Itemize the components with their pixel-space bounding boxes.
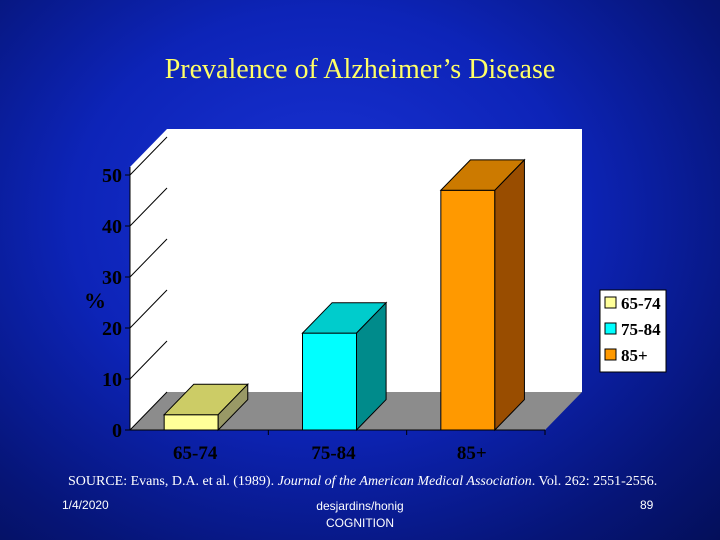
x-axis: 65-74 75-84 85+ xyxy=(130,429,546,464)
bar-side xyxy=(356,301,387,432)
y-gridline-diag xyxy=(129,391,168,431)
side-wall xyxy=(130,129,167,430)
source-journal: Journal of the American Medical Associat… xyxy=(277,474,532,489)
x-tick-label: 75-84 xyxy=(311,443,356,464)
y-gridline-diag xyxy=(129,340,168,380)
legend-label: 65-74 xyxy=(621,294,661,313)
bar-side xyxy=(217,383,249,432)
y-gridline-diag xyxy=(129,289,168,329)
bar-75-84 xyxy=(301,301,388,432)
y-axis-label: % xyxy=(84,288,106,313)
x-tick-label: 85+ xyxy=(457,443,487,464)
x-tick-label: 65-74 xyxy=(173,443,218,464)
source-citation: SOURCE: Evans, D.A. et al. (1989). Journ… xyxy=(68,474,688,490)
legend-label: 75-84 xyxy=(621,320,661,339)
chart-legend: 65-74 75-84 85+ xyxy=(599,289,667,373)
bar-85+ xyxy=(439,158,526,432)
bar-front xyxy=(302,332,357,431)
legend-label: 85+ xyxy=(621,346,648,365)
bar-front xyxy=(440,189,496,431)
y-tick-label: 0 xyxy=(112,420,122,442)
source-prefix: SOURCE: Evans, D.A. et al. (1989). xyxy=(68,474,278,489)
y-tick-label: 30 xyxy=(102,267,122,289)
footer-center: desjardins/honig COGNITION xyxy=(300,498,420,532)
y-tick-label: 50 xyxy=(102,165,122,187)
source-suffix: . Vol. 262: 2551-2556. xyxy=(531,474,658,489)
y-tick-label: 20 xyxy=(102,318,122,340)
footer-date: 1/4/2020 xyxy=(62,498,109,512)
y-gridline-diag xyxy=(129,238,168,278)
slide-title: Prevalence of Alzheimer’s Disease xyxy=(164,54,556,85)
y-axis: 0 10 20 30 40 50% xyxy=(84,136,168,442)
page-number: 89 xyxy=(640,498,654,512)
bar-front xyxy=(163,414,219,431)
legend-swatch xyxy=(604,348,617,361)
footer-author: desjardins/honig xyxy=(316,499,404,513)
bar-side xyxy=(494,158,525,432)
bar-65-74 xyxy=(162,383,249,432)
legend-swatch xyxy=(604,322,617,335)
legend-swatch xyxy=(604,296,617,309)
y-tick-label: 40 xyxy=(102,216,122,238)
y-gridline-diag xyxy=(129,187,168,227)
y-tick-label: 10 xyxy=(102,369,122,391)
chart-bars xyxy=(162,158,526,432)
y-gridline-diag xyxy=(129,136,168,176)
footer-course: COGNITION xyxy=(326,516,394,530)
